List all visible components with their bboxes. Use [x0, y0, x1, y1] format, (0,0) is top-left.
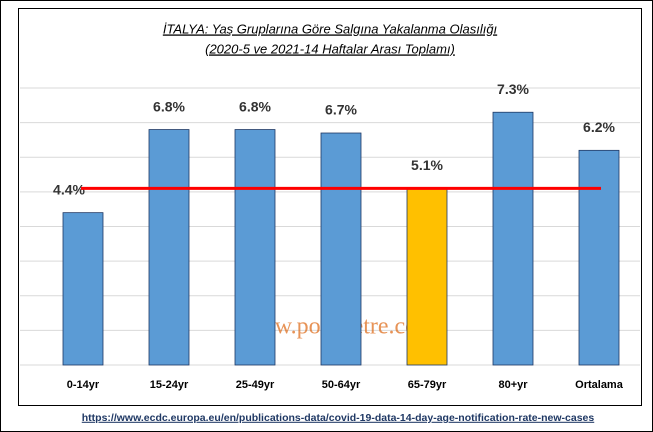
value-label: 6.8% [153, 98, 185, 114]
source-link[interactable]: https://www.ecdc.europa.eu/en/publicatio… [82, 412, 595, 424]
bar [492, 111, 534, 366]
value-label: 7.3% [497, 81, 529, 97]
x-tick-label: Ortalama [575, 379, 624, 391]
value-label: 5.1% [411, 157, 443, 173]
value-label: 6.8% [239, 98, 271, 114]
value-label: 4.4% [53, 181, 85, 197]
x-tick-label: 80+yr [498, 379, 528, 391]
x-tick-label: 0-14yr [67, 379, 100, 391]
x-tick-label: 65-79yr [408, 379, 447, 391]
bar [148, 129, 190, 366]
bar [320, 132, 362, 366]
x-tick-label: 50-64yr [322, 379, 361, 391]
bar [234, 129, 276, 366]
x-tick-label: 15-24yr [150, 379, 189, 391]
x-tick-label: 25-49yr [236, 379, 275, 391]
bar [406, 188, 448, 366]
value-label: 6.7% [325, 102, 357, 118]
bar [62, 212, 104, 366]
chart-subtitle: (2020-5 ve 2021-14 Haftalar Arası Toplam… [205, 41, 455, 56]
bar [578, 149, 620, 366]
chart-title: İTALYA: Yaş Gruplarına Göre Salgına Yaka… [163, 21, 498, 36]
value-label: 6.2% [583, 119, 615, 135]
